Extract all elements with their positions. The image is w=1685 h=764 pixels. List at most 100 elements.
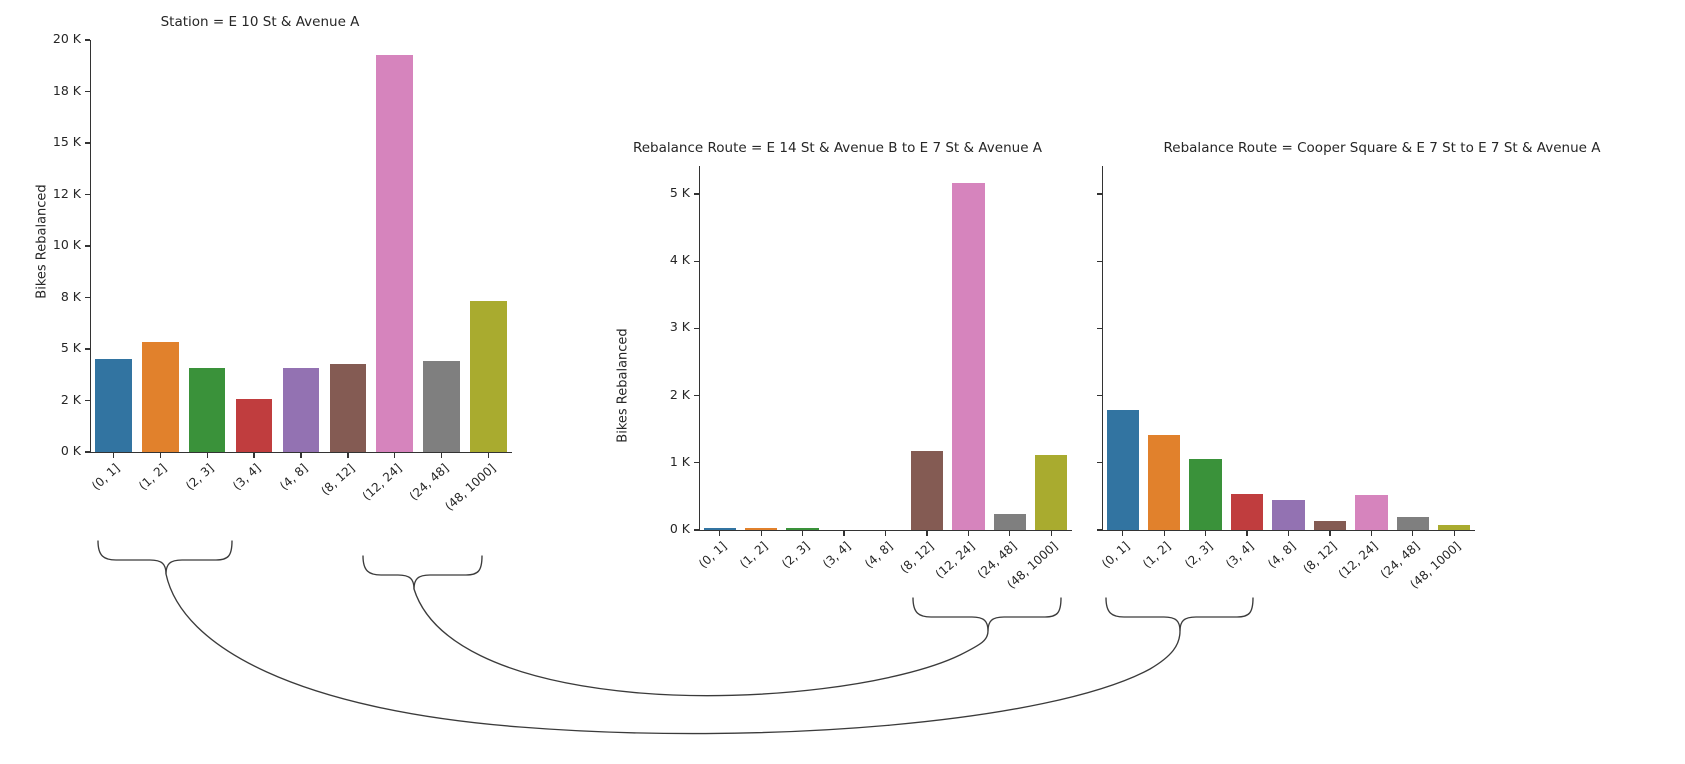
route2-xtick-mark-5: [1329, 531, 1331, 536]
station-xtick-label-5: (8, 12]: [318, 461, 358, 499]
station-x-axis-spine: [90, 452, 512, 454]
station-bar-2: [188, 367, 226, 452]
route1-ytick-label-5: 5 K: [669, 185, 690, 200]
route1-bar-5: [910, 450, 944, 530]
station-xtick-mark-1: [159, 453, 161, 458]
station-ytick-label-6: 15 K: [52, 134, 81, 149]
route1-bar-0: [703, 527, 736, 530]
route2-x-axis-spine: [1102, 530, 1475, 532]
panel-station-plot: 0 K 2 K 5 K 8 K 10 K 12 K 15 K 18 K 20 K (0, 1] (1…: [53, 31, 512, 513]
panel-route-2-plot: (0, 1] (1, 2] (2, 3] (3, 4] (4, 8] (8, 12] (12…: [1097, 166, 1475, 591]
station-ytick-mark-0: [85, 451, 90, 453]
route2-xtick-mark-1: [1163, 531, 1165, 536]
route1-ytick-label-1: 1 K: [669, 453, 690, 469]
station-ytick-mark-6: [85, 142, 90, 144]
route1-xtick-label-3: (3, 4]: [820, 539, 854, 571]
route1-ytick-label-0: 0 K: [669, 521, 690, 536]
route1-xtick-mark-2: [801, 531, 804, 536]
station-xtick-mark-5: [347, 453, 349, 458]
station-xtick-label-7: (24, 48]: [406, 461, 452, 504]
station-xtick-label-3: (3, 4]: [230, 461, 264, 493]
route1-xtick-label-6: (12, 24]: [933, 539, 978, 582]
route1-bar-6: [952, 183, 985, 530]
route1-xtick-mark-8: [1050, 531, 1052, 536]
route1-bar-8: [1035, 454, 1068, 530]
route1-bar-1: [745, 528, 778, 530]
panel-station-ylabel: Bikes Rebalanced: [34, 184, 50, 299]
station-ytick-mark-2: [85, 348, 90, 350]
route2-bar-0: [1106, 410, 1139, 530]
route1-high-bins-brace: [912, 597, 1062, 632]
station-bar-7: [423, 361, 460, 452]
route2-ytick-mark-1: [1097, 462, 1102, 464]
route2-xtick-mark-3: [1246, 531, 1248, 536]
station-ytick-label-4: 10 K: [52, 237, 81, 252]
station-xtick-mark-7: [441, 453, 443, 458]
route1-ytick-label-4: 4 K: [669, 252, 690, 268]
route2-bar-2: [1189, 458, 1222, 530]
station-ytick-mark-5: [85, 193, 90, 196]
station-ytick-mark-7: [85, 90, 90, 93]
route2-low-bins-brace: [1105, 597, 1254, 632]
station-ytick-label-0: 0 K: [60, 443, 81, 458]
route1-xtick-mark-7: [1009, 531, 1011, 536]
route2-bar-3: [1230, 493, 1264, 530]
panel-route-1-title: Rebalance Route = E 14 St & Avenue B to …: [632, 140, 1043, 156]
route2-bar-6: [1355, 495, 1388, 530]
route2-xtick-label-6: (12, 24]: [1336, 539, 1381, 582]
route1-xtick-label-0: (0, 1]: [695, 539, 730, 571]
panel-route-2-title: Rebalance Route = Cooper Square & E 7 St…: [1163, 140, 1601, 156]
station-bar-3: [235, 398, 273, 452]
route2-bar-8: [1438, 524, 1471, 530]
panel-route-2: Rebalance Route = Cooper Square & E 7 St…: [1092, 140, 1684, 591]
route2-xtick-label-2: (2, 3]: [1181, 539, 1215, 571]
panel-route-1-ylabel: Bikes Rebalanced: [615, 328, 631, 443]
route2-bar-7: [1396, 516, 1429, 530]
station-ytick-label-1: 2 K: [60, 391, 81, 407]
route2-xtick-label-1: (1, 2]: [1140, 539, 1174, 571]
route1-ytick-mark-1: [694, 462, 699, 464]
station-xtick-label-8: (48, 1000]: [441, 461, 498, 514]
route2-ytick-mark-4: [1097, 260, 1102, 262]
station-ytick-label-2: 5 K: [60, 340, 81, 355]
route1-ytick-mark-0: [694, 529, 699, 531]
route1-xtick-mark-0: [719, 531, 721, 536]
route2-bar-4: [1272, 499, 1305, 530]
route2-bar-5: [1313, 520, 1347, 530]
station-high-bins-brace: [362, 555, 483, 590]
station-xtick-label-6: (12, 24]: [359, 461, 405, 504]
route2-xtick-mark-7: [1412, 531, 1414, 536]
panel-station-title: Station = E 10 St & Avenue A: [160, 14, 360, 30]
station-xtick-mark-3: [253, 453, 255, 458]
station-y-axis-spine: [90, 40, 92, 452]
link-low-bins: [165, 573, 1181, 735]
route2-ytick-mark-0: [1097, 529, 1102, 531]
station-xtick-mark-4: [300, 453, 302, 458]
station-xtick-mark-2: [206, 453, 208, 458]
station-bar-1: [142, 342, 179, 452]
station-ytick-mark-4: [85, 245, 90, 247]
station-xtick-mark-6: [394, 453, 396, 458]
route2-bar-1: [1148, 434, 1181, 530]
station-ytick-mark-1: [85, 399, 90, 402]
station-ytick-mark-3: [85, 296, 90, 299]
route1-ytick-label-2: 2 K: [669, 386, 690, 402]
route1-y-axis-spine: [699, 166, 701, 530]
route1-ytick-mark-5: [694, 193, 699, 195]
route1-ytick-label-3: 3 K: [669, 319, 690, 335]
route2-ytick-mark-5: [1097, 193, 1102, 195]
route2-xtick-mark-6: [1370, 531, 1373, 536]
route1-xtick-mark-1: [760, 531, 762, 536]
route1-ytick-mark-4: [694, 260, 699, 262]
route1-xtick-label-1: (1, 2]: [737, 539, 771, 571]
station-bar-6: [376, 55, 414, 452]
route2-xtick-label-4: (4, 8]: [1264, 539, 1298, 571]
route2-xtick-mark-4: [1287, 531, 1290, 536]
station-ytick-label-8: 20 K: [52, 31, 81, 46]
route2-y-axis-spine: [1102, 166, 1104, 530]
station-xtick-label-0: (0, 1]: [89, 461, 123, 493]
route1-xtick-label-2: (2, 3]: [778, 539, 812, 571]
panel-station: Station = E 10 St & Avenue A Bikes Rebal…: [0, 14, 560, 534]
route2-xtick-label-3: (3, 4]: [1223, 539, 1257, 571]
route1-xtick-label-5: (8, 12]: [897, 539, 937, 577]
